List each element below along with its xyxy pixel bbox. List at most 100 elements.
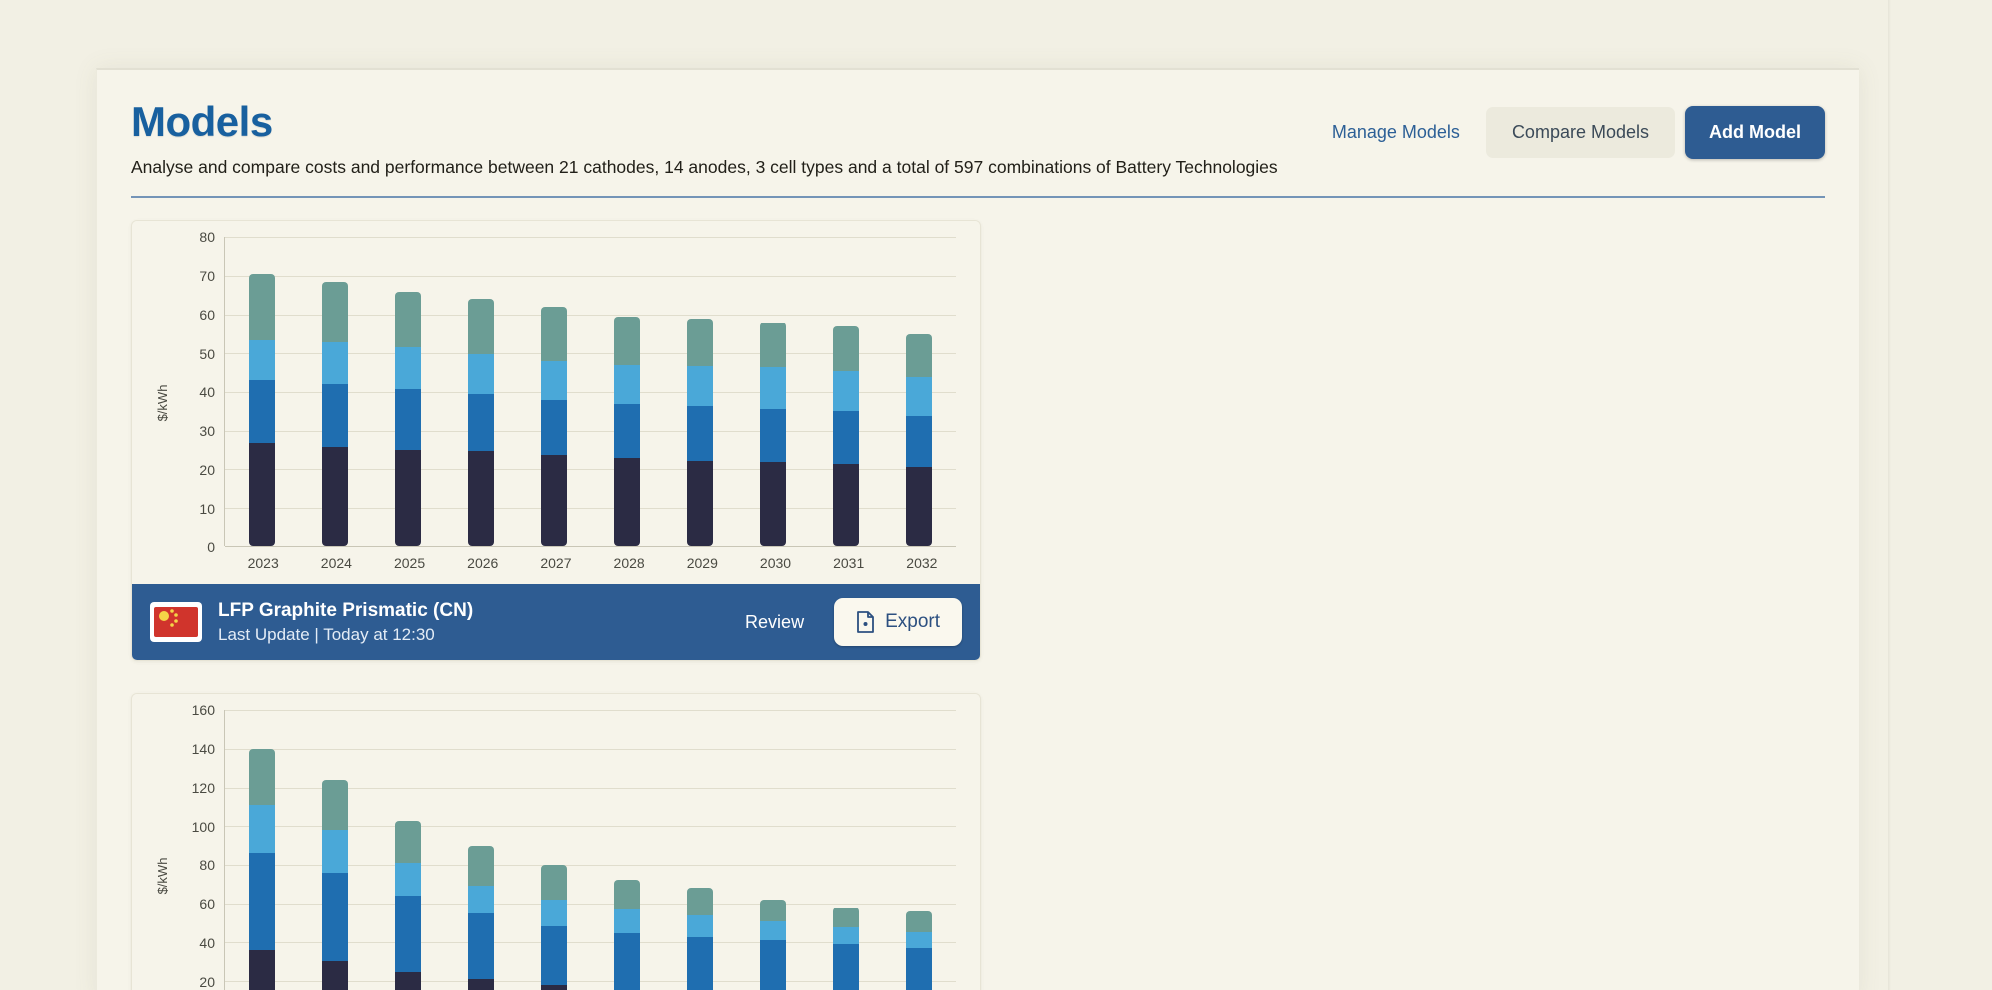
y-axis-tick-label: 100 [191,818,215,835]
gridline: 80 [199,857,956,873]
manage-models-button[interactable]: Manage Models [1306,108,1486,157]
bar-segment [467,845,494,887]
stacked-bar[interactable] [906,334,933,547]
add-model-button[interactable]: Add Model [1685,106,1825,159]
bar-segment [614,364,641,404]
review-link[interactable]: Review [745,611,805,632]
bar-segment [760,322,787,367]
y-axis-tick-label: 0 [207,539,215,556]
bar-segment [760,940,787,990]
bar-segment [467,886,494,914]
gridline: 20 [199,974,956,990]
y-axis-tick-label: 20 [199,973,215,990]
stacked-bar[interactable] [687,318,714,547]
bar-segment [540,865,567,900]
stacked-bar[interactable] [906,911,933,990]
bar-segment [760,899,787,922]
bar-segment [394,895,421,973]
stacked-bar[interactable] [833,907,860,990]
stacked-bar[interactable] [540,865,567,990]
stacked-bar[interactable] [394,291,421,547]
model-name: LFP Graphite Prismatic (CN) [218,599,474,621]
export-button[interactable]: Export [834,598,962,647]
bar-segment [248,380,275,443]
bar-segment [906,334,933,377]
bar-segment [467,913,494,979]
stacked-bar[interactable] [467,845,494,990]
bar-segment [614,403,641,459]
bar-segment [467,353,494,394]
compare-models-button[interactable]: Compare Models [1485,107,1675,158]
bar-segment [906,376,933,416]
plot-wrapper: 020406080100120140160 202320242025202620… [192,702,962,990]
stacked-bar[interactable] [394,820,421,990]
bar-segment [687,318,714,366]
page-title: Models [131,98,273,145]
stacked-bar-chart: $/kWh 0 10 20 30 40 50 60 70 80 2023 2024 2025 2026… [132,221,980,585]
stacked-bar[interactable] [614,880,641,990]
page-header: Models Analyse and compare costs and per… [97,70,1859,178]
y-axis-tick-label: 30 [199,423,215,440]
gridline: 120 [192,780,956,796]
stacked-bar[interactable] [321,281,348,547]
x-axis-tick-label: 2027 [540,555,572,572]
stacked-bar[interactable] [833,326,860,547]
stacked-bar[interactable] [248,274,275,547]
bar-segment [540,925,567,985]
bar-segment [906,911,933,932]
model-card[interactable]: $/kWh 020406080100120140160 202320242025… [131,693,981,990]
x-axis-tick-label: 2026 [467,555,499,572]
bar-segment [540,899,567,926]
stacked-bar[interactable] [760,322,787,547]
bar-segment [760,366,787,409]
stacked-bar[interactable] [687,888,714,990]
bar-group [225,237,956,547]
gridline: 60 [199,307,956,323]
bar-segment [833,926,860,945]
bar-segment [394,972,421,990]
bar-segment [833,371,860,411]
page-edge-seam [1888,0,1891,990]
bar-segment [394,863,421,896]
bar-segment [687,405,714,461]
model-meta: LFP Graphite Prismatic (CN) Last Update … [218,600,715,646]
stacked-bar[interactable] [467,299,494,547]
bar-segment [321,780,348,831]
stacked-bar-chart: $/kWh 020406080100120140160 202320242025… [132,694,980,990]
y-axis-tick-label: 120 [191,779,215,796]
plot-wrapper: 0 10 20 30 40 50 60 70 80 2023 2024 2025 2026 2027 20… [199,229,962,580]
y-axis-tick-label: 10 [199,500,215,517]
bar-segment [833,464,860,547]
bar-segment [906,948,933,990]
x-axis-tick-label: 2028 [613,555,645,572]
y-axis-title: $/kWh [154,857,170,895]
gridline: 70 [199,268,956,284]
y-axis-tick-label: 60 [199,306,215,323]
stacked-bar[interactable] [614,316,641,547]
model-card[interactable]: $/kWh 0 10 20 30 40 50 60 70 80 2023 2024 2025 2026… [131,220,981,662]
bar-segment [467,451,494,547]
document-icon [856,611,875,634]
stacked-bar[interactable] [540,307,567,547]
x-axis-tick-label: 2025 [393,555,426,572]
x-axis-tick-label: 2032 [906,555,938,572]
stacked-bar[interactable] [321,780,348,990]
bar-segment [394,291,421,347]
page-subtitle: Analyse and compare costs and performanc… [131,157,1278,178]
bar-segment [248,805,275,854]
bar-segment [248,339,275,381]
bar-segment [394,820,421,864]
x-axis-tick-label: 2029 [686,555,718,572]
bar-group [225,710,956,990]
x-axis-ticks: 2023 2024 2025 2026 2027 2028 2029 2030 2031 2032 [224,550,956,576]
stacked-bar[interactable] [248,749,275,990]
header-actions: Manage Models Compare Models Add Model [1306,106,1825,159]
gridline: 50 [199,346,956,362]
stacked-bar[interactable] [760,899,787,990]
bar-segment [833,410,860,465]
bar-segment [687,915,714,938]
y-axis-tick-label: 40 [199,934,215,951]
content-panel: Models Analyse and compare costs and per… [96,68,1859,990]
gridline: 30 [199,423,956,439]
